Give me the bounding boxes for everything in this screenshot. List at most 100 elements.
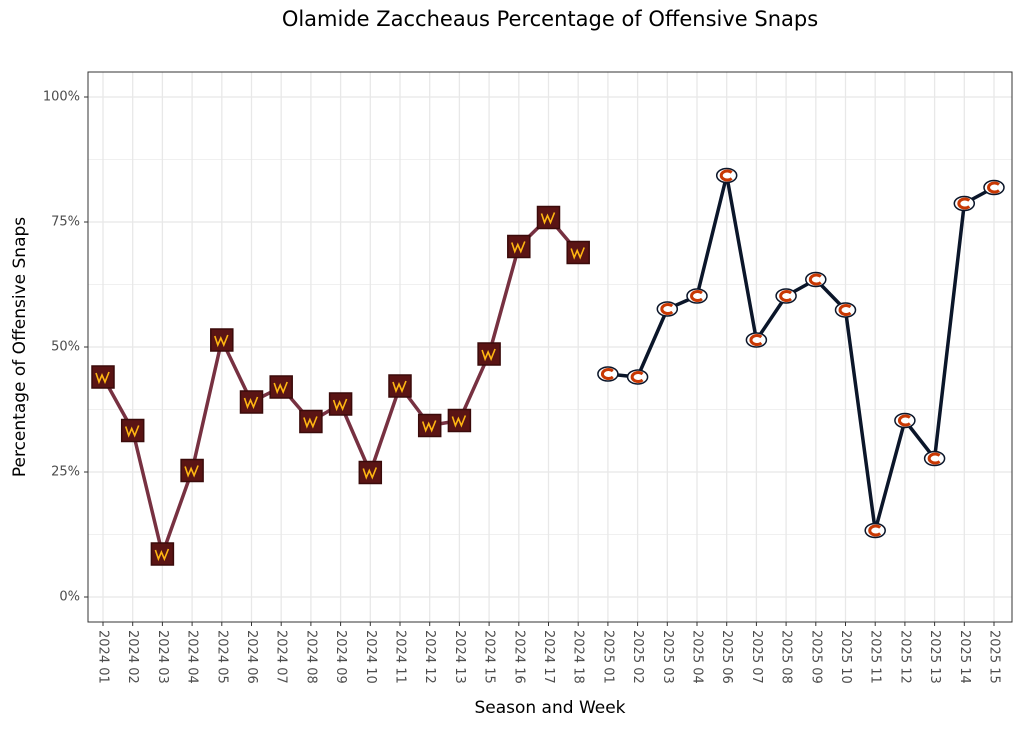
data-point xyxy=(120,418,145,443)
data-point xyxy=(477,342,501,366)
marker-logo xyxy=(630,371,644,383)
data-point xyxy=(566,240,590,265)
x-tick-label: 2024 18 xyxy=(571,630,586,684)
series-line xyxy=(607,173,995,533)
data-point xyxy=(686,288,708,304)
marker-logo xyxy=(421,420,437,433)
data-point xyxy=(834,302,857,318)
x-tick-label: 2025 03 xyxy=(660,630,675,684)
marker-logo xyxy=(868,524,882,537)
x-tick-label: 2025 15 xyxy=(987,630,1002,684)
marker-logo xyxy=(214,334,229,348)
x-tick-label: 2024 03 xyxy=(155,630,170,684)
data-point xyxy=(656,301,679,317)
data-point xyxy=(269,375,293,399)
data-point xyxy=(417,413,442,438)
data-point xyxy=(299,409,323,434)
x-tick-label: 2024 12 xyxy=(422,630,437,684)
x-tick-label: 2024 04 xyxy=(185,630,200,684)
marker-logo xyxy=(273,381,288,395)
marker-logo xyxy=(303,416,318,429)
marker-logo xyxy=(511,241,526,254)
x-tick-label: 2025 10 xyxy=(838,630,853,684)
marker-logo xyxy=(392,380,407,394)
marker-logo xyxy=(481,348,496,362)
x-tick-label: 2024 13 xyxy=(452,630,467,684)
x-tick-label: 2024 08 xyxy=(303,630,318,684)
marker-logo xyxy=(570,247,585,260)
data-point xyxy=(91,365,115,389)
x-tick-label: 2025 09 xyxy=(808,630,823,684)
marker-logo xyxy=(540,212,556,225)
data-point xyxy=(536,205,561,230)
marker-logo xyxy=(95,371,110,385)
data-point xyxy=(983,179,1005,196)
chart-title: Olamide Zaccheaus Percentage of Offensiv… xyxy=(282,7,818,31)
data-point xyxy=(150,542,175,566)
data-point xyxy=(210,328,234,352)
x-tick-label: 2024 05 xyxy=(214,630,229,684)
data-point xyxy=(180,458,204,483)
x-tick-label: 2025 06 xyxy=(719,630,734,684)
y-axis-title: Percentage of Offensive Snaps xyxy=(10,217,30,477)
data-point xyxy=(923,450,946,467)
x-tick-label: 2025 11 xyxy=(868,630,883,684)
marker-logo xyxy=(838,304,852,316)
data-point xyxy=(715,167,738,184)
x-tick-label: 2024 15 xyxy=(482,630,497,684)
y-tick-label: 0% xyxy=(59,590,80,605)
marker-logo xyxy=(243,396,259,410)
marker-logo xyxy=(184,465,199,478)
data-point xyxy=(388,374,412,398)
data-point xyxy=(864,522,886,539)
data-point xyxy=(447,408,472,433)
marker-logo xyxy=(451,415,467,428)
data-point xyxy=(358,460,383,485)
marker-logo xyxy=(779,290,793,302)
x-tick-label: 2025 02 xyxy=(630,630,645,684)
x-tick-label: 2024 01 xyxy=(96,630,111,684)
x-tick-label: 2024 06 xyxy=(244,630,259,684)
x-tick-label: 2025 13 xyxy=(927,630,942,684)
marker-logo xyxy=(808,273,822,286)
y-tick-label: 50% xyxy=(51,340,80,355)
marker-logo xyxy=(927,452,941,465)
marker-logo xyxy=(124,425,140,438)
marker-logo xyxy=(987,181,1000,194)
marker-logo xyxy=(690,290,703,302)
marker-logo xyxy=(362,467,378,480)
data-point xyxy=(507,234,531,259)
x-tick-label: 2025 07 xyxy=(749,630,764,684)
x-tick-label: 2024 02 xyxy=(125,630,140,684)
x-tick-label: 2025 04 xyxy=(690,630,705,684)
data-point xyxy=(745,332,768,348)
data-point xyxy=(328,392,353,416)
data-point xyxy=(953,195,976,212)
x-tick-label: 2025 01 xyxy=(600,630,615,684)
data-point xyxy=(775,288,797,304)
x-tick-label: 2024 10 xyxy=(363,630,378,684)
data-point xyxy=(597,366,619,382)
x-tick-label: 2025 14 xyxy=(957,630,972,684)
data-point xyxy=(805,271,827,288)
x-tick-label: 2024 07 xyxy=(274,630,289,684)
x-tick-label: 2024 11 xyxy=(393,630,408,684)
marker-logo xyxy=(154,548,170,562)
data-point xyxy=(239,390,264,414)
marker-logo xyxy=(660,303,674,315)
marker-logo xyxy=(332,398,348,412)
x-tick-label: 2024 16 xyxy=(511,630,526,684)
marker-logo xyxy=(749,334,763,346)
marker-logo xyxy=(898,414,911,427)
plot-border xyxy=(87,71,1013,623)
x-tick-label: 2024 17 xyxy=(541,630,556,684)
x-tick-label: 2025 12 xyxy=(897,630,912,684)
marker-logo xyxy=(601,368,614,380)
marker-logo xyxy=(957,197,971,210)
data-point xyxy=(626,369,649,385)
marker-logo xyxy=(719,169,733,182)
data-point xyxy=(894,412,916,429)
y-tick-label: 75% xyxy=(51,215,80,230)
x-tick-label: 2024 09 xyxy=(333,630,348,684)
